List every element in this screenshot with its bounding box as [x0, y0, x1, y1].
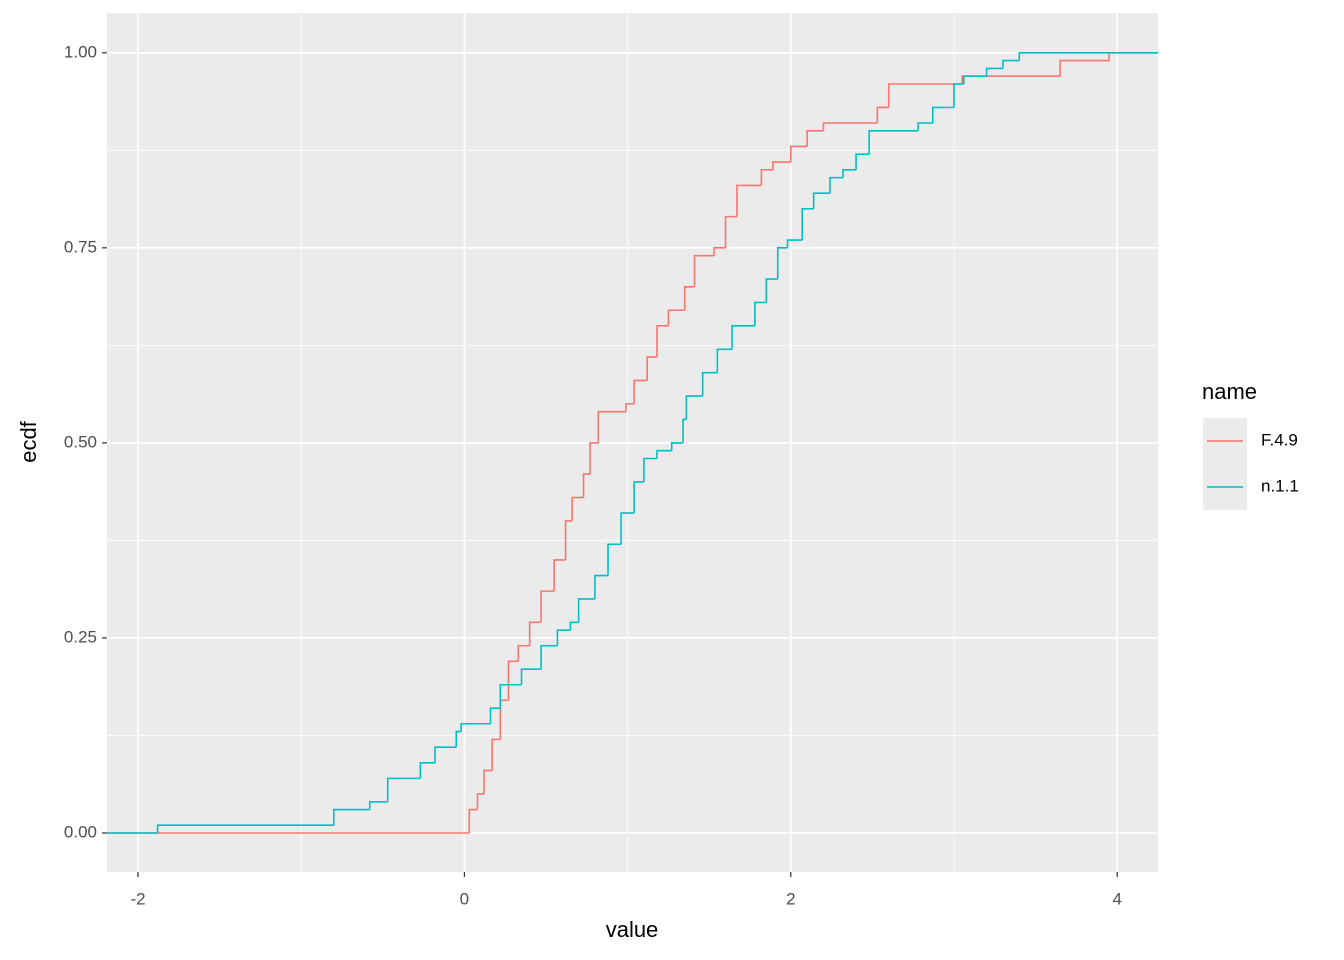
ecdf-step: [483, 769, 493, 794]
ecdf-step: [468, 808, 478, 833]
ecdf-step: [962, 75, 987, 84]
ecdf-step: [528, 621, 542, 646]
x-tick-label: 4: [1112, 889, 1121, 908]
ecdf-step: [765, 278, 778, 303]
ecdf-step: [693, 254, 715, 287]
ecdf-step: [776, 247, 788, 280]
ecdf-step: [564, 520, 573, 560]
ecdf-step: [489, 707, 501, 724]
ecdf-step: [806, 130, 824, 147]
ecdf-step: [571, 496, 584, 521]
ecdf-step: [333, 808, 370, 826]
ecdf-step: [1018, 51, 1158, 61]
ecdf-step: [786, 239, 803, 248]
ecdf-step: [507, 660, 519, 701]
ecdf-step: [736, 184, 762, 217]
x-tick-label: 0: [460, 889, 469, 908]
ecdf-step: [499, 683, 522, 709]
ecdf-step: [985, 67, 1003, 77]
ecdf-step: [594, 574, 609, 599]
ecdf-step: [460, 722, 491, 732]
ecdf-step: [476, 793, 484, 810]
x-tick-label: -2: [130, 889, 145, 908]
ecdf-step: [760, 169, 773, 186]
ecdf-step: [520, 668, 542, 685]
ecdf-step: [553, 559, 566, 592]
y-tick-label: 1.00: [64, 42, 97, 61]
ecdf-step: [731, 325, 755, 350]
y-tick-label: 0.00: [64, 822, 97, 841]
ecdf-step: [931, 106, 955, 124]
ecdf-step: [667, 309, 685, 326]
ecdf-step: [620, 512, 635, 545]
ecdf-step: [716, 348, 733, 373]
ecdf-step: [656, 449, 672, 459]
ecdf-step: [713, 247, 726, 256]
ecdf-step: [569, 621, 579, 631]
ecdf-step: [829, 176, 844, 194]
ecdf-step: [842, 169, 857, 178]
ecdf-step: [633, 481, 644, 514]
ecdf-step: [801, 208, 814, 241]
ecdf-step: [682, 418, 687, 443]
legend-label: F.4.9: [1261, 430, 1298, 449]
ecdf-step: [419, 761, 436, 779]
ecdf-step: [701, 371, 718, 397]
legend-label: n.1.1: [1261, 476, 1299, 495]
ecdf-step: [156, 824, 334, 833]
ecdf-step: [876, 106, 889, 124]
ecdf-step: [646, 356, 657, 381]
ecdf-step: [633, 379, 648, 404]
ecdf-step: [625, 403, 635, 412]
x-axis-title: value: [606, 917, 659, 942]
ecdf-step: [822, 122, 878, 131]
ecdf-step: [582, 473, 591, 498]
ecdf-step: [656, 325, 669, 358]
ecdf-step: [1059, 59, 1110, 77]
legend-title: name: [1202, 379, 1257, 404]
x-tick-label: 2: [786, 889, 795, 908]
y-tick-label: 0.50: [64, 432, 97, 451]
ecdf-step: [368, 800, 388, 810]
ecdf-step: [683, 286, 695, 311]
ecdf-step: [917, 122, 933, 131]
ecdf-step: [517, 644, 530, 662]
ecdf-step: [556, 629, 571, 646]
ecdf-step: [434, 746, 457, 763]
ecdf-step: [589, 442, 599, 475]
ecdf-step: [953, 83, 964, 108]
ecdf-step: [754, 301, 767, 326]
ecdf-step: [790, 145, 808, 163]
ecdf-step: [724, 215, 737, 248]
ecdf-step: [607, 543, 622, 576]
ecdf-step: [961, 75, 1061, 84]
ecdf-step: [643, 457, 657, 482]
legend-key-bg: [1203, 418, 1247, 510]
ecdf-step: [772, 161, 791, 170]
y-tick-label: 0.75: [64, 237, 97, 256]
ecdf-step: [597, 410, 626, 443]
y-axis-title: ecdf: [16, 420, 41, 462]
ecdf-step: [855, 153, 870, 170]
ecdf-step: [540, 590, 555, 623]
ecdf-step: [455, 730, 462, 748]
ecdf-step: [887, 83, 963, 108]
ecdf-step: [491, 738, 501, 771]
ecdf-step: [1002, 59, 1020, 69]
ecdf-step: [685, 395, 703, 420]
y-tick-label: 0.25: [64, 627, 97, 646]
ecdf-step: [386, 777, 421, 802]
ecdf-step: [540, 644, 558, 670]
ecdf-step: [577, 598, 595, 623]
ecdf-step: [868, 130, 919, 155]
ecdf-step: [670, 442, 684, 451]
ecdf-step: [812, 192, 830, 209]
